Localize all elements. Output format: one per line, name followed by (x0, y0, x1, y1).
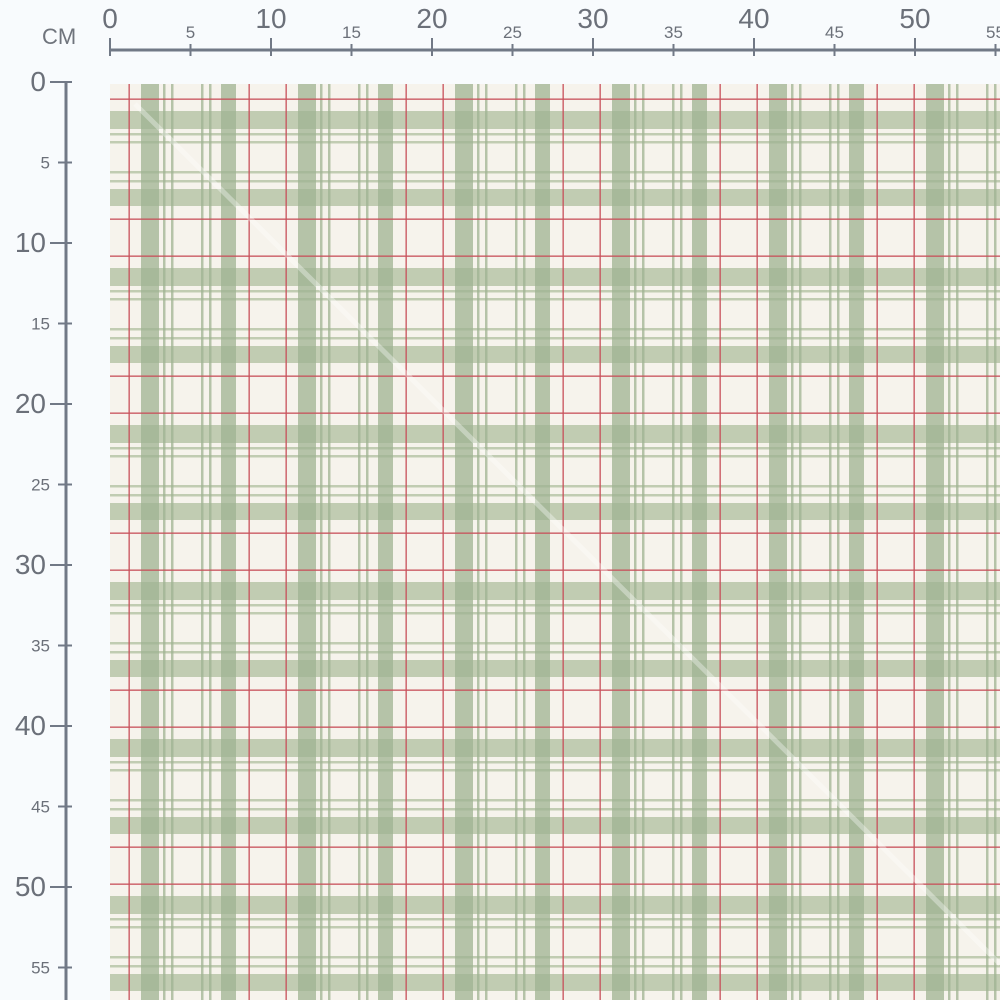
watermark-line (133, 102, 1000, 966)
left-ruler: 0 5 10 15 20 25 30 35 40 45 50 55 (15, 66, 72, 1000)
top-ruler-label: 25 (503, 23, 522, 42)
unit-label: CM (42, 24, 77, 49)
left-ruler-label: 25 (31, 476, 50, 495)
top-ruler-label: 50 (899, 3, 930, 34)
top-ruler-label: 0 (102, 3, 118, 34)
top-ruler-label: 55 (986, 23, 1000, 42)
top-ruler-label: 45 (825, 23, 844, 42)
left-ruler-label: 10 (15, 227, 46, 258)
top-ruler-label: 40 (738, 3, 769, 34)
left-ruler-label: 5 (41, 154, 50, 173)
left-ruler-label: 45 (31, 798, 50, 817)
fabric-swatch (110, 84, 1000, 1000)
left-ruler-label: 40 (15, 710, 46, 741)
left-ruler-label: 20 (15, 388, 46, 419)
plaid-fill (110, 84, 1000, 1000)
left-ruler-label: 55 (31, 959, 50, 978)
top-ruler-label: 5 (186, 23, 195, 42)
top-ruler-label: 30 (577, 3, 608, 34)
left-ruler-label: 50 (15, 871, 46, 902)
left-ruler-label: 0 (30, 66, 46, 97)
top-ruler-label: 20 (416, 3, 447, 34)
top-ruler-label: 10 (255, 3, 286, 34)
left-ruler-label: 35 (31, 637, 50, 656)
top-ruler: 0 5 10 15 20 25 30 35 40 45 50 55 (102, 3, 1000, 56)
left-ruler-label: 15 (31, 315, 50, 334)
top-ruler-label: 15 (342, 23, 361, 42)
top-ruler-label: 35 (664, 23, 683, 42)
left-ruler-label: 30 (15, 549, 46, 580)
